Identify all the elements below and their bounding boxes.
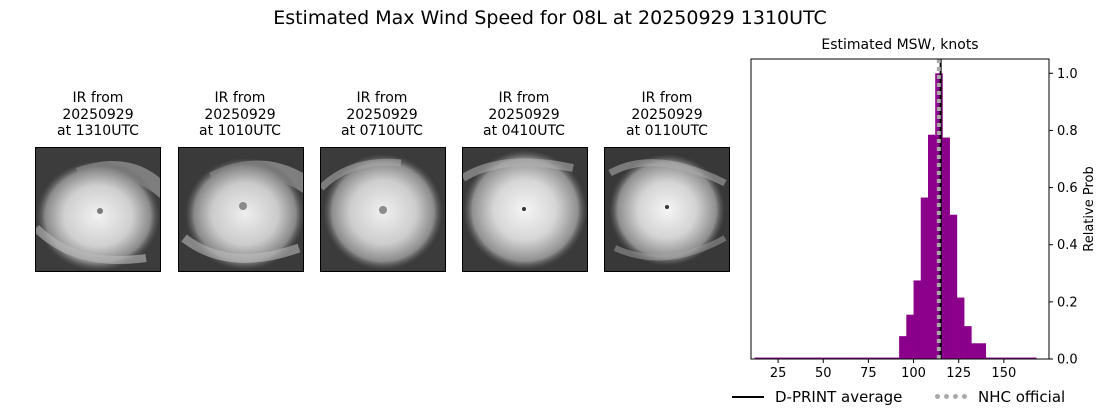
plot-frame: [751, 59, 1049, 359]
histogram-bar: [914, 280, 922, 359]
legend-label-dprint: D-PRINT average: [775, 386, 902, 408]
x-tick-label: 25: [770, 366, 787, 381]
histogram-bar: [950, 215, 958, 359]
y-tick-label: 0.8: [1057, 124, 1078, 139]
histogram-bar: [921, 198, 929, 359]
histogram-bar: [899, 336, 907, 359]
y-tick-label: 0.0: [1057, 353, 1078, 368]
y-tick-label: 0.2: [1057, 295, 1078, 310]
y-tick-label: 0.6: [1057, 181, 1078, 196]
y-axis-label: Relative Prob: [1082, 166, 1097, 251]
x-tick-label: 125: [946, 366, 971, 381]
histogram-bar: [957, 298, 965, 359]
x-tick-label: 50: [815, 366, 832, 381]
chart-legend: D-PRINT average NHC official: [728, 386, 1078, 408]
y-tick-label: 0.4: [1057, 238, 1078, 253]
histogram-bar: [979, 343, 987, 359]
histogram-bar: [964, 326, 972, 359]
histogram-bar: [971, 343, 979, 359]
x-tick-label: 75: [860, 366, 877, 381]
histogram-bar: [942, 138, 950, 359]
y-tick-label: 1.0: [1057, 67, 1078, 82]
legend-label-nhc: NHC official: [978, 386, 1065, 408]
histogram-bar: [928, 135, 936, 359]
x-tick-label: 100: [901, 366, 926, 381]
x-tick-label: 150: [991, 366, 1016, 381]
histogram-bar: [906, 315, 914, 359]
legend-swatch-nhc: [935, 394, 967, 399]
legend-swatch-dprint: [732, 396, 764, 398]
